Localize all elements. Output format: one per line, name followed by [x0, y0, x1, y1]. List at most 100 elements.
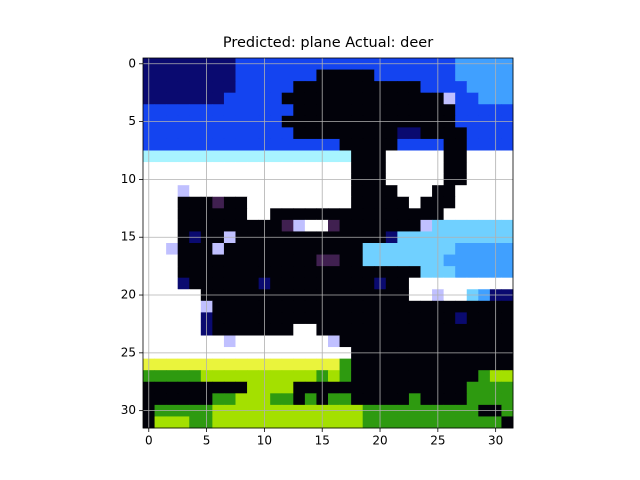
pixel	[362, 381, 375, 394]
pixel	[154, 312, 167, 325]
pixel	[247, 300, 260, 313]
pixel	[420, 69, 433, 82]
pixel	[166, 300, 179, 313]
pixel	[304, 150, 317, 163]
pixel	[397, 323, 410, 336]
pixel	[466, 243, 479, 255]
pixel	[293, 162, 306, 175]
pixel	[177, 335, 190, 348]
pixel	[455, 104, 468, 117]
pixel	[408, 150, 421, 163]
pixel	[455, 335, 468, 348]
pixel	[455, 208, 468, 221]
plot-frame	[142, 57, 514, 429]
pixel	[455, 312, 468, 325]
pixel	[455, 243, 468, 255]
pixel	[397, 358, 410, 371]
pixel	[293, 208, 306, 221]
pixel	[339, 127, 352, 140]
pixel	[455, 416, 468, 429]
pixel	[247, 196, 260, 209]
pixel	[177, 358, 190, 371]
pixel	[223, 150, 236, 163]
pixel	[339, 208, 352, 221]
pixel	[212, 162, 225, 175]
pixel	[397, 393, 410, 406]
pixel	[247, 277, 260, 290]
pixel	[177, 150, 190, 163]
pixel	[223, 92, 236, 105]
pixel	[362, 393, 375, 406]
pixel	[408, 335, 421, 348]
pixel	[443, 196, 456, 209]
pixel	[281, 335, 294, 348]
pixel	[385, 300, 398, 313]
pixel	[304, 81, 317, 94]
pixel	[166, 138, 179, 151]
pixel	[166, 196, 179, 209]
pixel	[339, 277, 352, 290]
pixel	[270, 277, 283, 290]
pixel	[177, 312, 190, 325]
pixel	[385, 323, 398, 336]
pixel	[166, 81, 179, 94]
pixel	[189, 393, 202, 406]
pixel	[385, 381, 398, 394]
pixel	[304, 381, 317, 394]
pixel	[408, 138, 421, 151]
pixel	[328, 196, 340, 209]
pixel	[293, 323, 306, 336]
x-tick-label: 10	[257, 434, 272, 448]
pixel	[223, 323, 236, 336]
pixel	[189, 196, 202, 209]
pixel	[478, 219, 491, 232]
pixel	[212, 92, 225, 105]
y-tick-label: 25	[121, 345, 136, 359]
pixel	[223, 312, 236, 325]
pixel	[339, 393, 352, 406]
pixel	[189, 323, 202, 336]
pixel	[235, 208, 248, 221]
pixel	[385, 393, 398, 406]
pixel	[455, 81, 468, 94]
pixel	[466, 196, 479, 209]
pixel	[385, 370, 398, 383]
pixel	[293, 92, 306, 105]
pixel	[351, 219, 364, 232]
pixel	[339, 370, 352, 383]
pixel	[362, 335, 375, 348]
pixel	[408, 69, 421, 82]
pixel	[501, 185, 514, 198]
pixel	[501, 69, 514, 82]
pixel	[443, 312, 456, 325]
pixel	[189, 243, 202, 255]
pixel	[385, 219, 398, 232]
pixel	[247, 185, 260, 198]
pixel	[189, 254, 202, 267]
pixel	[478, 104, 491, 117]
pixel	[466, 138, 479, 151]
pixel	[212, 254, 225, 267]
pixel	[177, 127, 190, 140]
pixel	[304, 323, 317, 336]
pixel	[478, 370, 491, 383]
pixel	[270, 335, 283, 348]
pixel	[304, 69, 317, 82]
pixel	[385, 92, 398, 105]
pixel	[281, 243, 294, 255]
pixel	[478, 69, 491, 82]
pixel	[154, 104, 167, 117]
pixel	[443, 381, 456, 394]
pixel	[235, 335, 248, 348]
pixel	[270, 185, 283, 198]
pixel	[501, 358, 514, 371]
pixel	[351, 335, 364, 348]
pixel	[339, 358, 352, 371]
pixel	[304, 312, 317, 325]
pixel	[304, 277, 317, 290]
x-tick-label: 30	[488, 434, 503, 448]
pixel	[420, 127, 433, 140]
pixel	[166, 381, 179, 394]
pixel	[293, 381, 306, 394]
pixel	[466, 104, 479, 117]
